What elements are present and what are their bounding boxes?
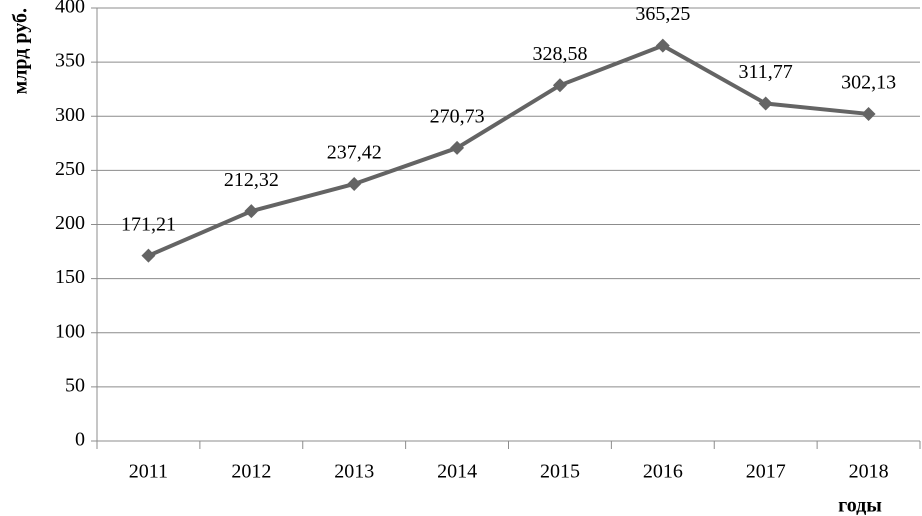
x-tick-label: 2011 <box>129 461 168 483</box>
data-label: 365,25 <box>635 3 690 25</box>
data-point <box>141 248 156 263</box>
x-tick-label: 2018 <box>849 461 889 483</box>
y-axis-label: млрд руб. <box>10 8 32 94</box>
data-point <box>861 106 876 121</box>
x-axis-label: годы <box>838 495 882 516</box>
data-label: 212,32 <box>224 169 279 191</box>
series-line <box>147 43 869 258</box>
data-label: 302,13 <box>841 72 896 94</box>
y-tick-label: 400 <box>55 0 85 18</box>
data-label: 237,42 <box>327 142 382 164</box>
data-label: 311,77 <box>739 61 793 83</box>
data-point <box>655 38 670 53</box>
y-tick-label: 100 <box>55 320 85 342</box>
y-tick-label: 0 <box>75 429 85 451</box>
data-label: 171,21 <box>121 213 176 235</box>
x-tick-label: 2017 <box>746 461 786 483</box>
data-point <box>347 176 362 191</box>
y-tick-label: 150 <box>55 266 85 288</box>
x-tick-label: 2012 <box>231 461 271 483</box>
data-point <box>552 78 567 93</box>
y-tick-label: 300 <box>55 104 85 126</box>
data-point <box>244 204 259 219</box>
x-tick-label: 2016 <box>643 461 683 483</box>
data-label: 270,73 <box>430 106 485 128</box>
y-tick-label: 350 <box>55 50 85 72</box>
y-tick-label: 200 <box>55 212 85 234</box>
data-point <box>450 140 465 155</box>
x-tick-label: 2014 <box>437 461 477 483</box>
data-label: 328,58 <box>532 43 587 65</box>
x-tick-label: 2015 <box>540 461 580 483</box>
y-tick-label: 50 <box>65 374 85 396</box>
data-point <box>758 96 773 111</box>
y-tick-label: 250 <box>55 158 85 180</box>
x-tick-label: 2013 <box>334 461 374 483</box>
